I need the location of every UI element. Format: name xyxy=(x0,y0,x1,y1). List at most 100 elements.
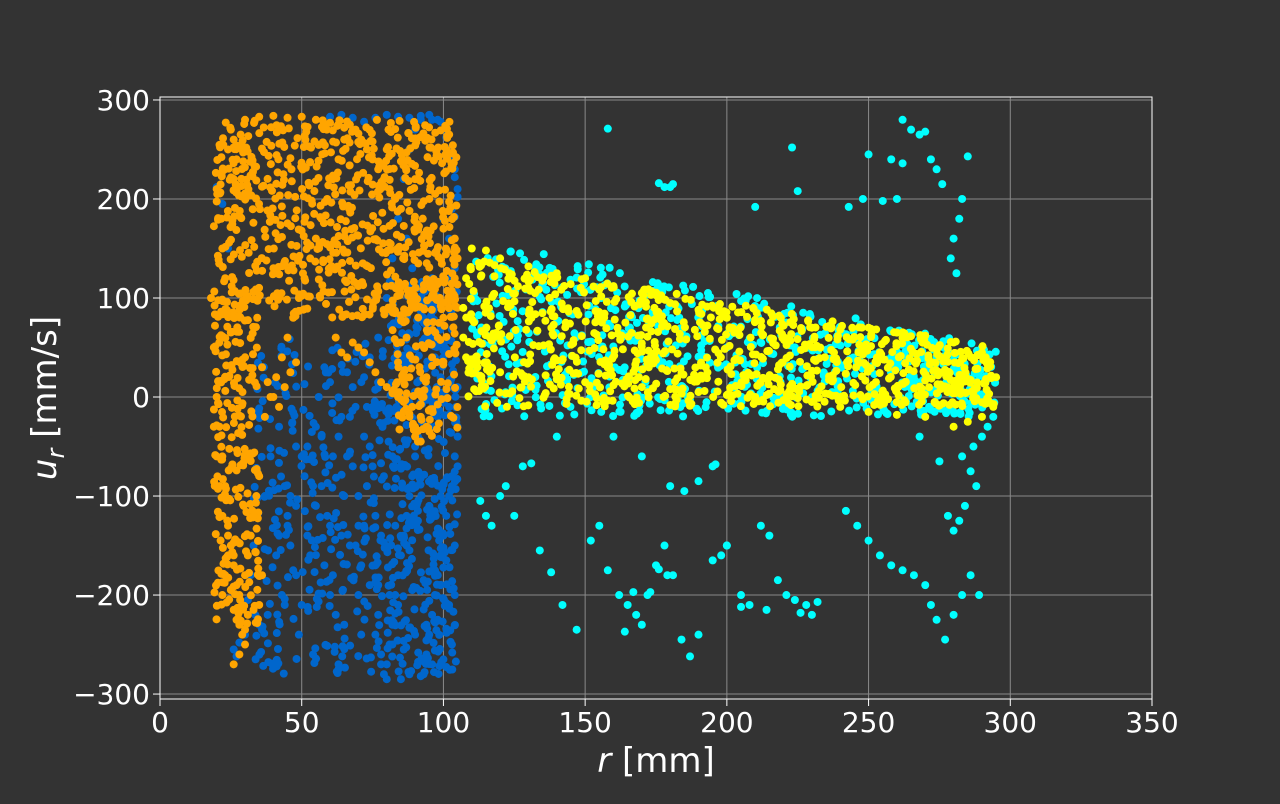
data-point xyxy=(286,498,295,507)
data-point xyxy=(390,416,399,425)
data-point xyxy=(349,277,358,286)
data-point xyxy=(877,340,886,349)
data-point xyxy=(235,246,244,255)
data-point xyxy=(313,535,322,544)
data-point xyxy=(610,315,619,324)
data-point xyxy=(510,353,519,362)
data-point xyxy=(405,351,414,360)
data-point xyxy=(395,425,404,434)
data-point xyxy=(305,585,314,594)
data-point xyxy=(717,551,726,560)
data-point xyxy=(402,389,411,398)
data-point xyxy=(603,124,612,133)
data-point xyxy=(487,521,496,530)
data-point xyxy=(221,386,230,395)
data-point xyxy=(343,248,352,257)
data-point xyxy=(837,383,846,392)
data-point xyxy=(797,324,806,333)
data-point xyxy=(893,381,902,390)
data-point xyxy=(288,426,297,435)
data-point xyxy=(690,370,699,379)
data-point xyxy=(451,657,460,666)
data-point xyxy=(419,246,428,255)
data-point xyxy=(596,357,605,366)
data-point xyxy=(345,541,354,550)
data-point xyxy=(252,492,261,501)
data-point xyxy=(233,449,242,458)
data-point xyxy=(236,289,245,298)
data-point xyxy=(239,157,248,166)
data-point xyxy=(250,448,259,457)
data-point xyxy=(337,268,346,277)
data-point xyxy=(326,528,335,537)
data-point xyxy=(311,644,320,653)
data-point xyxy=(422,422,431,431)
data-point xyxy=(357,135,366,144)
data-point xyxy=(405,670,414,679)
data-point xyxy=(836,325,845,334)
data-point xyxy=(503,285,512,294)
data-point xyxy=(354,492,363,501)
data-point xyxy=(425,415,434,424)
data-point xyxy=(441,244,450,253)
data-point xyxy=(234,144,243,153)
data-point xyxy=(411,432,420,441)
data-point xyxy=(449,213,458,222)
data-point xyxy=(864,365,873,374)
data-point xyxy=(411,422,420,431)
data-point xyxy=(637,289,646,298)
y-tick-label: 200 xyxy=(97,183,150,216)
ticks: 0 50 100 150 200 250 300 350 −300 −200 −100 0 100 200… xyxy=(73,84,1179,739)
data-point xyxy=(340,287,349,296)
data-point xyxy=(272,373,281,382)
data-point xyxy=(501,482,510,491)
data-point xyxy=(535,546,544,555)
data-point xyxy=(236,303,245,312)
data-point xyxy=(292,382,301,391)
data-point xyxy=(326,378,335,387)
data-point xyxy=(260,412,269,421)
data-point xyxy=(926,155,935,164)
data-point xyxy=(481,402,490,411)
data-point xyxy=(210,301,219,310)
data-point xyxy=(253,536,262,545)
data-point xyxy=(481,511,490,520)
data-point xyxy=(395,653,404,662)
data-point xyxy=(417,201,426,210)
data-point xyxy=(332,138,341,147)
data-point xyxy=(803,381,812,390)
data-point xyxy=(416,368,425,377)
data-point xyxy=(408,502,417,511)
data-point xyxy=(374,245,383,254)
data-point xyxy=(934,371,943,380)
data-point xyxy=(703,321,712,330)
data-point xyxy=(394,667,403,676)
data-point xyxy=(311,234,320,243)
data-point xyxy=(283,511,292,520)
data-point xyxy=(686,652,695,661)
data-point xyxy=(471,353,480,362)
data-point xyxy=(565,319,574,328)
data-point xyxy=(824,333,833,342)
data-point xyxy=(289,313,298,322)
data-point xyxy=(527,382,536,391)
data-point xyxy=(393,339,402,348)
data-point xyxy=(620,627,629,636)
data-point xyxy=(541,316,550,325)
data-point xyxy=(693,332,702,341)
data-point xyxy=(829,355,838,364)
data-point xyxy=(741,301,750,310)
data-point xyxy=(298,184,307,193)
data-point xyxy=(623,600,632,609)
data-point xyxy=(218,591,227,600)
data-point xyxy=(382,660,391,669)
data-point xyxy=(797,345,806,354)
data-point xyxy=(955,516,964,525)
data-point xyxy=(453,423,462,432)
data-point xyxy=(325,255,334,264)
data-point xyxy=(365,310,374,319)
data-point xyxy=(219,559,228,568)
data-point xyxy=(383,521,392,530)
data-point xyxy=(584,260,593,269)
data-point xyxy=(287,240,296,249)
